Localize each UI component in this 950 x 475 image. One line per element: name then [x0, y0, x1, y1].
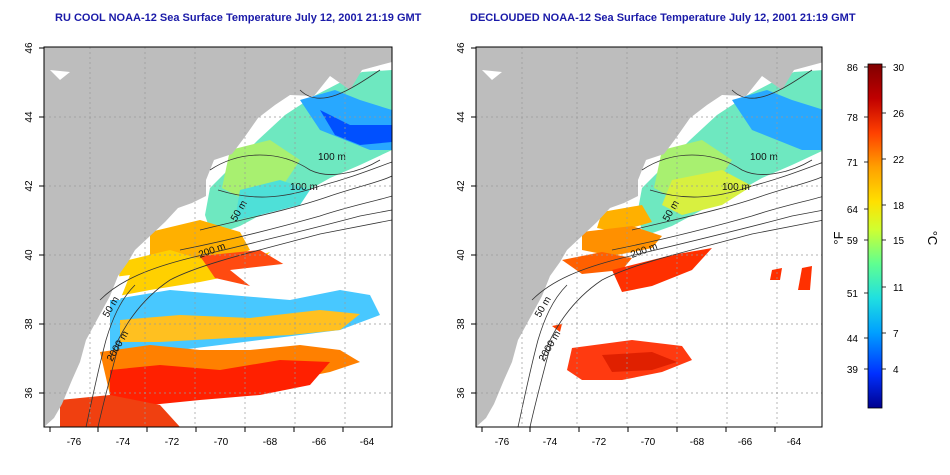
- y-tick-label: 36: [456, 387, 467, 399]
- x-tick-label: -76: [495, 437, 510, 448]
- celsius-tick-label: 18: [893, 201, 905, 212]
- x-tick-label: -64: [787, 437, 802, 448]
- x-tick-label: -64: [360, 437, 375, 448]
- left-gridlines: [44, 47, 392, 427]
- x-tick-label: -68: [690, 437, 705, 448]
- x-tick-label: -76: [67, 437, 82, 448]
- x-tick-label: -66: [738, 437, 753, 448]
- celsius-tick-label: 22: [893, 155, 905, 166]
- fahrenheit-unit-label: °F: [831, 231, 846, 244]
- y-tick-label: 42: [456, 180, 467, 192]
- contour-label: 100 m: [722, 182, 750, 193]
- right-sst-field: [476, 47, 822, 427]
- x-tick-label: -72: [165, 437, 180, 448]
- fahrenheit-tick-label: 86: [847, 63, 859, 74]
- colorbar: 86 78 71 64 59 51 44 39 30 26 22 18 15 1…: [831, 63, 940, 409]
- celsius-tick-label: 26: [893, 109, 905, 120]
- y-tick-label: 46: [456, 42, 467, 54]
- fahrenheit-tick-label: 59: [847, 236, 859, 247]
- right-map: 100 m 100 m 50 m 200 m 50 m 2000 m -76 -…: [456, 42, 823, 448]
- fahrenheit-tick-label: 39: [847, 365, 859, 376]
- left-map-title: RU COOL NOAA-12 Sea Surface Temperature …: [55, 12, 422, 24]
- contour-label: 100 m: [750, 152, 778, 163]
- y-tick-label: 42: [24, 180, 35, 192]
- celsius-unit-label: °C: [925, 231, 940, 246]
- celsius-tick-label: 30: [893, 63, 905, 74]
- contour-label: 100 m: [318, 152, 346, 163]
- x-tick-label: -74: [543, 437, 558, 448]
- right-map-frame: [475, 46, 823, 428]
- contour-label: 100 m: [290, 182, 318, 193]
- fahrenheit-tick-label: 44: [847, 334, 859, 345]
- x-tick-label: -68: [263, 437, 278, 448]
- x-tick-label: -66: [312, 437, 327, 448]
- x-tick-label: -70: [214, 437, 229, 448]
- fahrenheit-tick-label: 64: [847, 205, 859, 216]
- celsius-tick-label: 11: [893, 283, 904, 294]
- celsius-tick-label: 15: [893, 236, 905, 247]
- fahrenheit-tick-label: 51: [847, 289, 859, 300]
- x-tick-label: -72: [592, 437, 607, 448]
- fahrenheit-tick-label: 71: [847, 158, 859, 169]
- x-tick-label: -70: [641, 437, 656, 448]
- y-tick-label: 44: [24, 111, 35, 123]
- celsius-tick-label: 7: [893, 329, 899, 340]
- y-tick-label: 40: [24, 249, 35, 261]
- right-gridlines: [476, 47, 822, 427]
- y-tick-label: 40: [456, 249, 467, 261]
- right-map-title: DECLOUDED NOAA-12 Sea Surface Temperatur…: [470, 12, 856, 24]
- y-tick-label: 38: [456, 318, 467, 330]
- fahrenheit-tick-label: 78: [847, 113, 859, 124]
- y-tick-label: 38: [24, 318, 35, 330]
- left-map: 100 m 100 m 50 m 200 m 50 m 2000 m -76: [24, 42, 393, 448]
- celsius-tick-label: 4: [893, 365, 899, 376]
- y-tick-label: 44: [456, 111, 467, 123]
- y-tick-label: 46: [24, 42, 35, 54]
- x-tick-label: -74: [116, 437, 131, 448]
- left-map-frame: [43, 46, 393, 428]
- y-tick-label: 36: [24, 387, 35, 399]
- colorbar-gradient: [867, 63, 883, 409]
